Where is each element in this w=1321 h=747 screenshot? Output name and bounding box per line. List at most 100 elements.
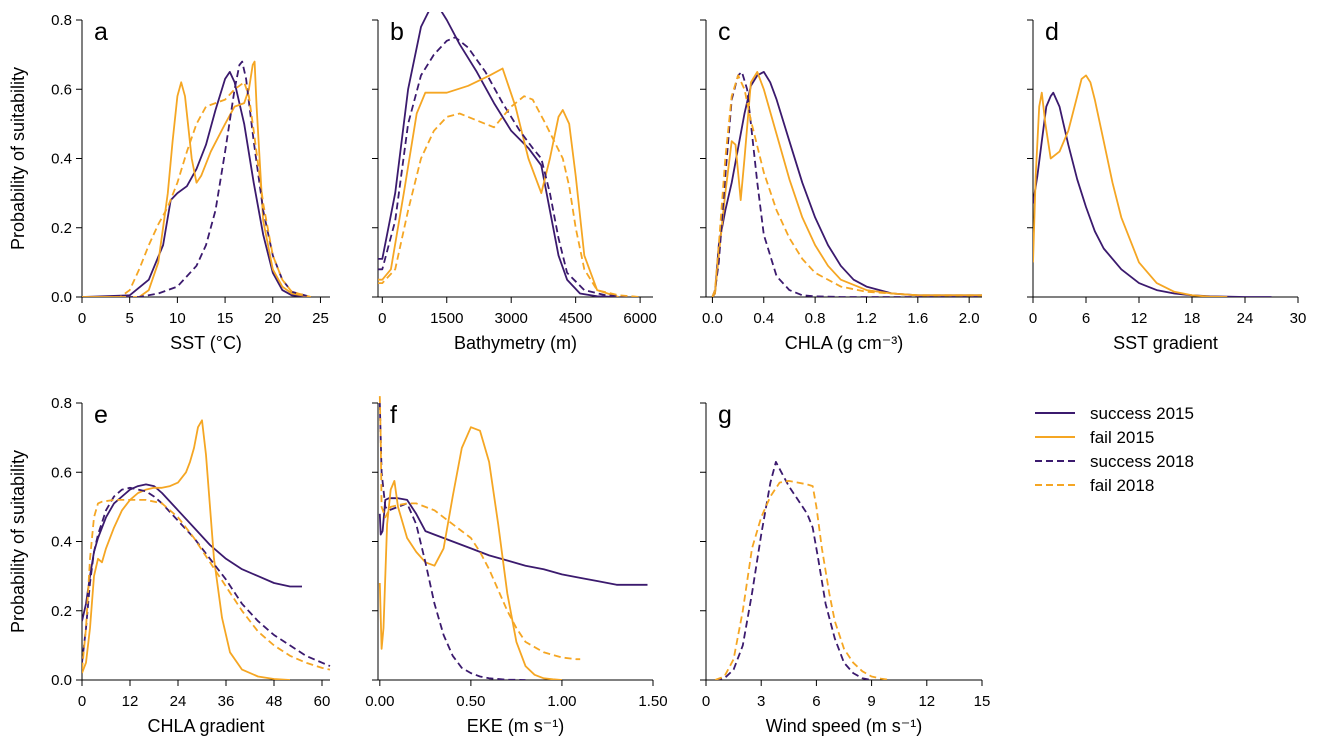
x-axis-title: Wind speed (m s⁻¹) [766, 716, 923, 736]
y-tick-label: 0.6 [51, 81, 72, 98]
x-tick-label: 25 [312, 310, 329, 327]
x-tick-label: 0 [1029, 310, 1037, 327]
y-tick-label: 0.4 [51, 151, 72, 168]
x-tick-label: 0.00 [365, 693, 394, 710]
panel-letter: e [94, 401, 108, 429]
x-tick-label: 0 [78, 310, 86, 327]
panel-f: 0.00 0.50 1.00 1.50 EKE (m s⁻¹) f [365, 396, 668, 736]
panel-c: 0.0 0.4 0.8 1.2 1.6 2.0 CHLA (g cm⁻³) c [700, 18, 982, 353]
series-line-fail-2015 [1033, 74, 1228, 297]
legend-label-success-2018: success 2018 [1090, 452, 1194, 471]
legend-entry-fail-2018: fail 2018 [1035, 476, 1154, 495]
x-tick-label: 0 [78, 693, 86, 710]
x-axis-title: SST gradient [1113, 333, 1218, 353]
x-tick-label: 1.6 [907, 310, 928, 327]
series-line-fail-2015 [378, 67, 619, 297]
series-line-fail-2015 [378, 426, 562, 680]
series-line-fail-2015 [82, 419, 291, 680]
legend: success 2015 fail 2015 success 2018 fail… [1035, 404, 1194, 495]
series-line-success-2015 [711, 71, 982, 297]
x-tick-label: 6 [1082, 310, 1090, 327]
x-axis-title: CHLA gradient [147, 716, 264, 736]
x-tick-label: 4500 [559, 310, 592, 327]
series-line-fail-2015 [711, 71, 982, 297]
panel-g: 0 3 6 9 12 15 Wind speed (m s⁻¹) g [700, 401, 990, 736]
panel-b: 0 1500 3000 4500 6000 Bathymetry (m) b [372, 12, 657, 353]
panel-letter: g [718, 401, 732, 429]
x-axis-title: Bathymetry (m) [454, 333, 577, 353]
x-tick-label: 0.4 [753, 310, 774, 327]
y-tick-label: 0.0 [51, 289, 72, 306]
x-tick-label: 18 [1184, 310, 1201, 327]
x-tick-label: 9 [867, 693, 875, 710]
x-tick-label: 6000 [623, 310, 656, 327]
x-tick-label: 12 [918, 693, 935, 710]
x-tick-label: 12 [122, 693, 139, 710]
panel-letter: f [390, 401, 397, 429]
series-line-success-2015 [82, 483, 302, 622]
y-tick-label: 0.4 [51, 534, 72, 551]
x-tick-label: 1.2 [856, 310, 877, 327]
series-line-fail-2018 [711, 74, 982, 297]
x-tick-label: 20 [264, 310, 281, 327]
x-tick-label: 5 [126, 310, 134, 327]
x-axis-title: CHLA (g cm⁻³) [785, 333, 904, 353]
y-tick-label: 0.8 [51, 395, 72, 412]
series-line-success-2018 [82, 486, 331, 667]
x-tick-label: 60 [314, 693, 331, 710]
series-line-success-2018 [378, 36, 632, 297]
y-axis-title: Probability of suitability [8, 450, 28, 633]
x-tick-label: 2.0 [959, 310, 980, 327]
series-line-success-2015 [378, 497, 648, 586]
panel-a: 0.0 0.2 0.4 0.6 0.8 0 5 10 15 20 25 SST (°C) Probabi… [8, 12, 330, 353]
series-line-success-2018 [715, 460, 872, 680]
x-tick-label: 1.00 [547, 693, 576, 710]
y-tick-label: 0.2 [51, 220, 72, 237]
x-tick-label: 0.0 [702, 310, 723, 327]
series-line-success-2018 [711, 71, 982, 297]
series-line-fail-2018 [378, 396, 581, 661]
legend-entry-success-2018: success 2018 [1035, 452, 1194, 471]
x-tick-label: 12 [1131, 310, 1148, 327]
x-tick-label: 36 [218, 693, 235, 710]
y-tick-label: 0.6 [51, 464, 72, 481]
x-tick-label: 15 [974, 693, 991, 710]
x-tick-label: 24 [170, 693, 187, 710]
x-tick-label: 1500 [430, 310, 463, 327]
y-tick-label: 0.8 [51, 12, 72, 29]
legend-entry-success-2015: success 2015 [1035, 404, 1194, 423]
x-tick-label: 24 [1237, 310, 1254, 327]
series-line-fail-2018 [82, 498, 331, 671]
series-line-success-2015 [378, 12, 619, 297]
x-tick-label: 1.50 [638, 693, 667, 710]
series-line-success-2018 [82, 60, 312, 297]
panels: 0.0 0.2 0.4 0.6 0.8 0 5 10 15 20 25 SST (°C) Probabi… [8, 12, 1307, 736]
x-tick-label: 0 [378, 310, 386, 327]
panel-letter: b [390, 18, 404, 46]
y-tick-label: 0.0 [51, 672, 72, 689]
series-line-fail-2015 [82, 60, 312, 297]
legend-entry-fail-2015: fail 2015 [1035, 428, 1154, 447]
series-line-fail-2018 [82, 81, 312, 297]
legend-label-fail-2018: fail 2018 [1090, 476, 1154, 495]
x-tick-label: 6 [812, 693, 820, 710]
legend-label-fail-2015: fail 2015 [1090, 428, 1154, 447]
x-tick-label: 30 [1290, 310, 1307, 327]
panel-letter: a [94, 18, 108, 46]
panel-letter: c [718, 18, 731, 46]
x-tick-label: 3000 [495, 310, 528, 327]
x-tick-label: 0.8 [805, 310, 826, 327]
y-tick-label: 0.2 [51, 603, 72, 620]
x-tick-label: 15 [217, 310, 234, 327]
x-tick-label: 3 [757, 693, 765, 710]
x-tick-label: 0.50 [456, 693, 485, 710]
series-line-fail-2018 [714, 479, 891, 680]
legend-label-success-2015: success 2015 [1090, 404, 1194, 423]
x-axis-title: SST (°C) [170, 333, 242, 353]
x-axis-title: EKE (m s⁻¹) [467, 716, 565, 736]
x-tick-label: 0 [702, 693, 710, 710]
panel-e: 0.0 0.2 0.4 0.6 0.8 0 12 24 36 48 60 CHLA gradient P… [8, 395, 331, 736]
series-line-success-2018 [378, 402, 526, 680]
y-axis-title: Probability of suitability [8, 67, 28, 250]
